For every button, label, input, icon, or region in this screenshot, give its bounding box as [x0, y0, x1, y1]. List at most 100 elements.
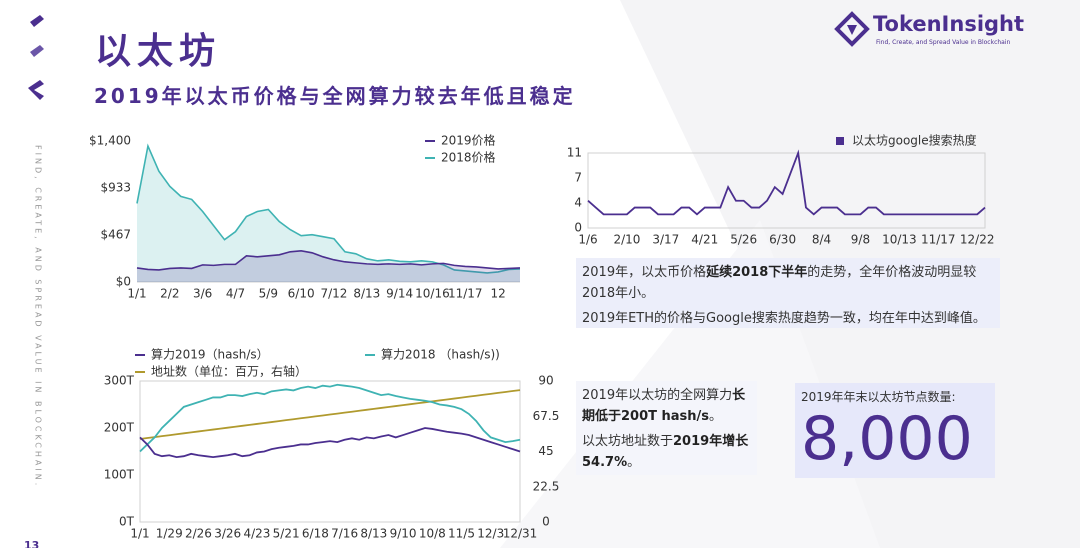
x-tick-label: 2/10 [613, 233, 640, 247]
x-tick-label: 10/8 [419, 527, 446, 541]
paragraph: 2019年，以太币价格延续2018下半年的走势，全年价格波动明显较2018年小。 [582, 262, 994, 304]
x-tick-label: 2/26 [185, 527, 212, 541]
x-tick-label: 4/21 [691, 233, 718, 247]
text-run: 延续2018下半年 [706, 265, 808, 280]
x-tick-label: 1/1 [127, 287, 146, 301]
text-run: 长期低于200T hash/s [582, 388, 746, 424]
x-tick-label: 12/22 [960, 233, 995, 247]
line [136, 143, 521, 274]
line [587, 149, 986, 216]
x-tick-label: 11/5 [448, 527, 475, 541]
chevron [30, 45, 44, 57]
y-tick-label: $1,400 [89, 134, 131, 148]
x-tick-label: 9/14 [386, 287, 413, 301]
paragraph: 2019年以太坊的全网算力长期低于200T hash/s。 [582, 385, 751, 427]
text-run: 。 [627, 455, 641, 470]
text-run: 。 [709, 409, 723, 424]
x-tick-label: 6/18 [302, 527, 329, 541]
line [136, 249, 521, 271]
side-text: FIND, CREATE, AND SPREAD VALUE IN BLOCKC… [34, 145, 43, 488]
y-tick-label: 0 [574, 221, 582, 235]
page-subtitle: 2019年以太币价格与全网算力较去年低且稳定 [94, 84, 576, 108]
x-tick-label: 5/9 [259, 287, 278, 301]
text-run: 2019年ETH的价格与Google搜索热度趋势一致，均在年中达到峰值。 [582, 311, 986, 326]
y-tick-label: $467 [100, 227, 131, 241]
text-run: 2019年增长54.7% [582, 434, 749, 470]
x-tick-label: 5/21 [273, 527, 300, 541]
x-tick-label: 1/29 [156, 527, 183, 541]
x-tick-label: 6/10 [288, 287, 315, 301]
x-tick-label: 6/30 [769, 233, 796, 247]
x-tick-label: 8/13 [353, 287, 380, 301]
x-tick-label: 3/6 [193, 287, 212, 301]
x-tick-label: 3/17 [652, 233, 679, 247]
x-tick-label: 12/31 [503, 527, 538, 541]
paragraph: 2019年ETH的价格与Google搜索热度趋势一致，均在年中达到峰值。 [582, 308, 994, 329]
x-tick-label: 12/3 [477, 527, 504, 541]
y-tick-label: 300T [104, 374, 135, 388]
x-tick-label: 11/17 [921, 233, 956, 247]
legend-label: 2019价格 [441, 133, 496, 148]
y-tick-label: 0T [119, 515, 135, 529]
x-tick-label: 11/17 [448, 287, 483, 301]
x-tick-label: 7/12 [320, 287, 347, 301]
stat-value: 8,000 [801, 404, 973, 474]
text-run: 的走势，全年价格波动明显较2018年小。 [582, 265, 977, 301]
plot-frame [587, 152, 986, 229]
text-run: 以太坊地址数于 [582, 434, 674, 449]
chevron [28, 80, 44, 100]
text-box: 2019年年末以太坊节点数量: 8,000 [795, 383, 995, 478]
x-tick-label: 4/7 [226, 287, 245, 301]
y-tick-label: 100T [104, 468, 135, 482]
text-run: 2019年，以太币价格 [582, 265, 707, 280]
page-number: 13 [24, 539, 39, 548]
y2-tick-label: 22.5 [533, 479, 560, 493]
x-tick-label: 8/13 [360, 527, 387, 541]
x-tick-label: 1/6 [578, 233, 597, 247]
x-tick-label: 3/26 [214, 527, 241, 541]
logo-tagline: Find, Create, and Spread Value in Blockc… [876, 39, 1011, 46]
y-tick-label: 7 [574, 171, 582, 185]
y2-tick-label: 0 [542, 515, 550, 529]
y2-tick-label: 67.5 [533, 409, 560, 423]
x-tick-label: 7/16 [331, 527, 358, 541]
x-tick-label: 12 [490, 287, 505, 301]
stat-label: 2019年年末以太坊节点数量: [801, 390, 956, 404]
paragraph: 以太坊地址数于2019年增长54.7%。 [582, 431, 751, 473]
area [137, 250, 520, 282]
line [139, 389, 521, 440]
x-tick-label: 9/8 [851, 233, 870, 247]
y-tick-label: $0 [116, 275, 131, 289]
x-tick-label: 10/13 [882, 233, 917, 247]
page-title: 以太坊 [95, 31, 222, 72]
y2-tick-label: 90 [538, 374, 553, 388]
text-box: 2019年以太坊的全网算力长期低于200T hash/s。 以太坊地址数于2019… [576, 381, 757, 475]
y-tick-label: 200T [104, 421, 135, 435]
x-tick-label: 8/4 [812, 233, 831, 247]
text-box: 2019年，以太币价格延续2018下半年的走势，全年价格波动明显较2018年小。… [576, 258, 1000, 328]
logo-text: TokenInsight [873, 12, 1025, 36]
y-tick-label: 4 [574, 195, 582, 209]
y2-tick-label: 45 [538, 444, 553, 458]
x-tick-label: 9/10 [390, 527, 417, 541]
logo-icon [834, 11, 870, 47]
line [139, 427, 521, 459]
x-tick-label: 1/1 [130, 527, 149, 541]
legend-label: 算力2019（hash/s） [151, 347, 269, 362]
legend-swatch [836, 137, 844, 145]
legend-label: 算力2018 （hash/s)) [381, 347, 500, 362]
line [139, 383, 521, 453]
legend-label: 地址数（单位：百万，右轴） [151, 364, 307, 379]
x-tick-label: 5/26 [730, 233, 757, 247]
legend-label: 2018价格 [441, 150, 496, 165]
x-tick-label: 4/23 [243, 527, 270, 541]
legend-label: 以太坊google搜索热度 [852, 133, 977, 148]
y-tick-label: $933 [100, 181, 131, 195]
x-tick-label: 2/2 [160, 287, 179, 301]
x-tick-label: 10/16 [415, 287, 450, 301]
text-run: 2019年以太坊的全网算力 [582, 388, 733, 403]
chevron [30, 15, 44, 27]
area [137, 146, 520, 282]
y-tick-label: 11 [567, 146, 582, 160]
